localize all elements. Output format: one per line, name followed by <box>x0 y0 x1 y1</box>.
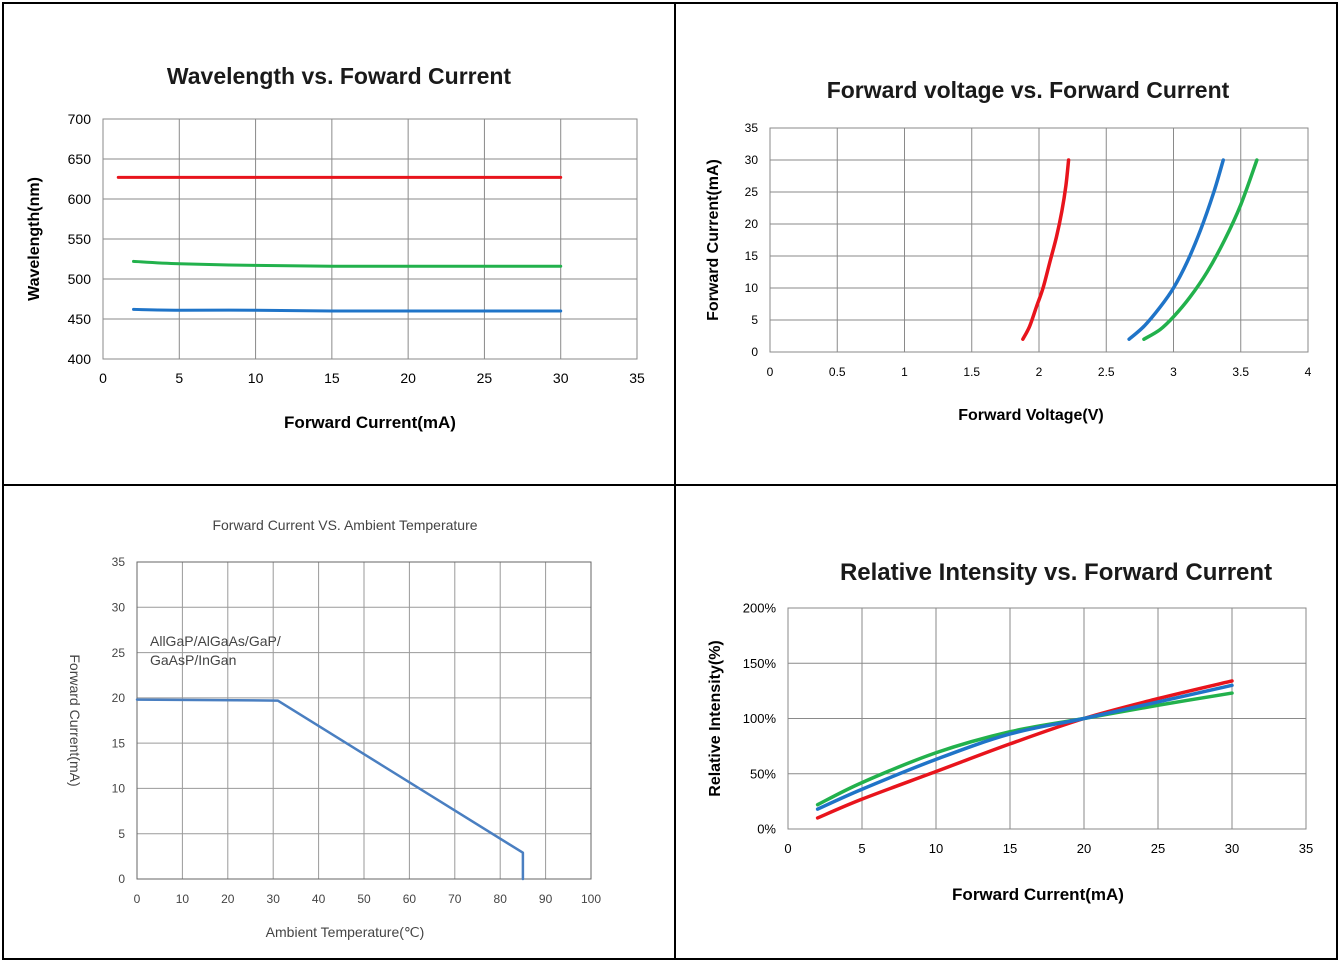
x-tick-label: 0 <box>99 370 107 386</box>
x-tick-label: 5 <box>175 370 183 386</box>
series-line-1 <box>135 698 525 881</box>
chart-title: Forward voltage vs. Forward Current <box>827 77 1230 103</box>
x-tick-label: 10 <box>248 370 264 386</box>
x-tick-label: 0 <box>134 892 141 906</box>
y-tick-label: 35 <box>112 555 126 569</box>
y-tick-label: 0 <box>751 345 758 359</box>
x-axis-label: Ambient Temperature(℃) <box>266 924 425 940</box>
series-line-2 <box>815 691 1234 807</box>
chart-intensity-vs-current: Relative Intensity vs. Forward Current 0 5… <box>707 559 1313 904</box>
x-axis-label: Forward Current(mA) <box>284 413 456 432</box>
plot-area-frame <box>102 118 638 360</box>
x-tick-label: 90 <box>539 892 553 906</box>
chart-title: Wavelength vs. Foward Current <box>167 63 512 89</box>
x-tick-label: 0 <box>784 841 791 856</box>
x-tick-label: 35 <box>629 370 645 386</box>
x-tick-label: 30 <box>1225 841 1239 856</box>
y-tick-label: 600 <box>68 191 92 207</box>
x-tick-label: 25 <box>1151 841 1165 856</box>
series-line-1 <box>815 679 1234 820</box>
x-tick-label: 25 <box>477 370 493 386</box>
y-tick-label: 15 <box>112 736 126 750</box>
y-tick-label: 650 <box>68 151 92 167</box>
x-tick-label: 20 <box>1077 841 1091 856</box>
x-tick-label: 60 <box>403 892 417 906</box>
x-tick-label: 40 <box>312 892 326 906</box>
x-tick-label: 10 <box>929 841 943 856</box>
chart-annotation: AllGaP/AlGaAs/GaP/ <box>150 633 281 649</box>
y-tick-label: 30 <box>112 600 126 614</box>
y-tick-label: 35 <box>745 121 759 135</box>
y-tick-label: 10 <box>112 782 126 796</box>
chart-voltage-vs-current: Forward voltage vs. Forward Current 0 0.5 1… <box>705 77 1312 424</box>
y-tick-label: 100% <box>743 711 777 726</box>
y-tick-label: 0 <box>118 872 125 886</box>
y-axis-label: Wavelength(nm) <box>26 177 43 301</box>
y-tick-label: 450 <box>68 311 92 327</box>
x-tick-label: 1 <box>901 365 908 379</box>
y-tick-label: 20 <box>745 217 759 231</box>
chart-current-vs-temperature: Forward Current VS. Ambient Temperature 0… <box>67 517 601 940</box>
x-tick-label: 15 <box>324 370 340 386</box>
x-tick-label: 20 <box>400 370 416 386</box>
series-line-1 <box>1021 158 1071 341</box>
x-tick-label: 0.5 <box>829 365 846 379</box>
x-tick-label: 80 <box>494 892 508 906</box>
x-tick-label: 3 <box>1170 365 1177 379</box>
y-tick-label: 5 <box>118 827 125 841</box>
series-line-3 <box>815 683 1234 811</box>
y-tick-label: 200% <box>743 601 777 616</box>
grid-divider-vertical <box>674 2 676 960</box>
x-tick-label: 100 <box>581 892 601 906</box>
x-axis-label: Forward Current(mA) <box>952 885 1124 904</box>
x-tick-label: 2 <box>1036 365 1043 379</box>
chart-wavelength-vs-current: Wavelength vs. Foward Current 0 5 10 15 20 25 3… <box>26 63 645 432</box>
x-tick-label: 5 <box>858 841 865 856</box>
series-line-3 <box>1142 158 1259 341</box>
y-tick-label: 700 <box>68 111 92 127</box>
chart-title: Relative Intensity vs. Forward Current <box>840 559 1272 586</box>
plot-area-frame <box>787 607 1307 830</box>
y-tick-label: 5 <box>751 313 758 327</box>
x-tick-label: 30 <box>267 892 281 906</box>
x-tick-label: 15 <box>1003 841 1017 856</box>
y-tick-label: 50% <box>750 766 776 781</box>
x-tick-label: 10 <box>176 892 190 906</box>
x-tick-label: 1.5 <box>963 365 980 379</box>
y-tick-label: 25 <box>745 185 759 199</box>
x-tick-label: 4 <box>1305 365 1312 379</box>
y-tick-label: 400 <box>68 351 92 367</box>
plot-area-frame <box>136 561 592 880</box>
x-tick-label: 2.5 <box>1098 365 1115 379</box>
y-tick-label: 10 <box>745 281 759 295</box>
grid-divider-horizontal <box>2 484 1338 486</box>
series-line-2 <box>1127 158 1226 341</box>
plot-area-frame <box>769 127 1309 353</box>
series-line-2 <box>132 259 563 268</box>
y-axis-label: Forward Current(mA) <box>67 654 83 786</box>
y-axis-label: Forward Current(mA) <box>705 159 722 321</box>
series-line-3 <box>132 307 563 313</box>
y-tick-label: 15 <box>745 249 759 263</box>
y-tick-label: 150% <box>743 656 777 671</box>
x-tick-label: 50 <box>357 892 371 906</box>
y-tick-label: 20 <box>112 691 126 705</box>
x-axis-label: Forward Voltage(V) <box>958 407 1104 424</box>
x-tick-label: 3.5 <box>1232 365 1249 379</box>
y-tick-label: 30 <box>745 153 759 167</box>
chart-title: Forward Current VS. Ambient Temperature <box>212 517 477 533</box>
chart-annotation: GaAsP/InGan <box>150 652 236 668</box>
x-tick-label: 70 <box>448 892 462 906</box>
y-tick-label: 25 <box>112 646 126 660</box>
y-tick-label: 500 <box>68 271 92 287</box>
y-axis-label: Relative Intensity(%) <box>707 640 724 796</box>
y-tick-label: 550 <box>68 231 92 247</box>
x-tick-label: 30 <box>553 370 569 386</box>
x-tick-label: 20 <box>221 892 235 906</box>
x-tick-label: 35 <box>1299 841 1313 856</box>
y-tick-label: 0% <box>757 822 776 837</box>
x-tick-label: 0 <box>767 365 774 379</box>
